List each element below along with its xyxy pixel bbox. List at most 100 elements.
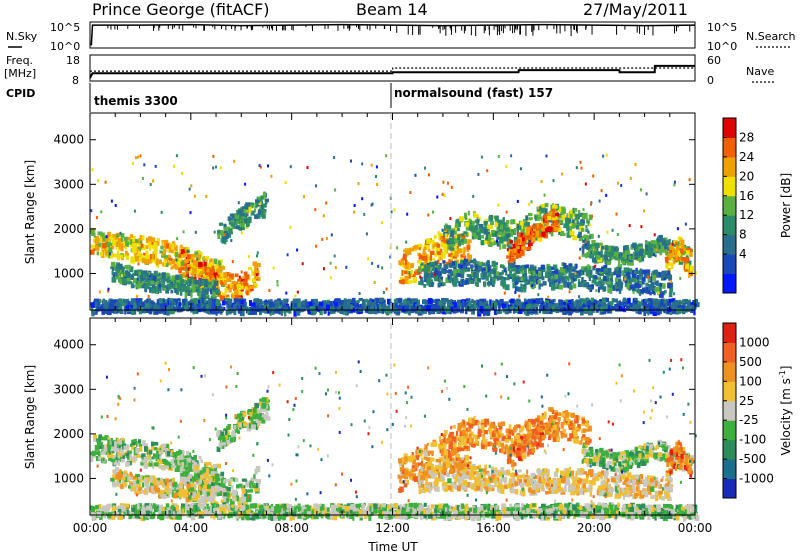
scatter-cell: [603, 265, 607, 269]
scatter-cell: [118, 298, 122, 303]
scatter-cell: [637, 284, 641, 288]
scatter-cell: [606, 252, 611, 256]
scatter-cell: [432, 211, 434, 214]
scatter-cell: [578, 232, 582, 238]
scatter-cell: [498, 155, 500, 158]
scatter-cell: [191, 254, 196, 258]
scatter-cell: [105, 181, 107, 184]
scatter-cell: [244, 272, 246, 276]
scatter-cell: [481, 240, 485, 245]
scatter-cell: [544, 194, 546, 197]
scatter-cell: [363, 213, 365, 216]
scatter-cell: [631, 256, 633, 259]
scatter-cell: [229, 229, 233, 233]
scatter-cell: [508, 266, 511, 271]
scatter-cell: [640, 249, 644, 253]
scatter-cell: [510, 240, 513, 243]
scatter-cell: [449, 248, 454, 251]
scatter-cell: [97, 302, 100, 305]
scatter-cell: [475, 278, 477, 281]
scatter-cell: [115, 276, 117, 279]
scatter-cell: [491, 230, 496, 233]
scatter-cell: [461, 274, 465, 279]
scatter-cell: [594, 265, 596, 268]
scatter-cell: [254, 214, 258, 219]
scatter-cell: [585, 243, 587, 246]
scatter-cell: [362, 303, 366, 307]
scatter-cell: [238, 201, 240, 204]
scatter-cell: [334, 189, 336, 192]
scatter-cell: [137, 298, 142, 302]
scatter-cell: [553, 265, 557, 270]
scatter-cell: [616, 213, 618, 216]
nsky-left-tick-bottom: 10^0: [50, 40, 80, 53]
scatter-cell: [109, 252, 111, 255]
scatter-cell: [529, 268, 534, 271]
scatter-cell: [602, 299, 606, 304]
scatter-cell: [428, 279, 431, 282]
scatter-cell: [583, 208, 585, 211]
scatter-cell: [561, 276, 565, 281]
scatter-cell: [276, 280, 278, 283]
scatter-cell: [290, 165, 292, 168]
scatter-cell: [194, 195, 196, 198]
scatter-cell: [185, 292, 188, 298]
scatter-cell: [511, 258, 516, 261]
scatter-cell: [166, 263, 169, 267]
scatter-cell: [353, 211, 355, 214]
scatter-cell: [448, 300, 452, 305]
y-tick-label: 3000: [53, 177, 84, 191]
nsky-line: [91, 25, 695, 46]
scatter-cell: [470, 307, 474, 311]
scatter-cell: [675, 242, 677, 246]
scatter-cell: [151, 237, 155, 241]
scatter-cell: [685, 265, 689, 270]
scatter-cell: [503, 286, 505, 289]
scatter-cell: [563, 263, 566, 269]
scatter-cell: [610, 278, 613, 282]
scatter-cell: [424, 260, 426, 264]
scatter-cell: [430, 251, 435, 255]
scatter-cell: [605, 245, 608, 249]
scatter-cell: [331, 233, 333, 236]
scatter-cell: [440, 310, 443, 313]
scatter-cell: [108, 288, 110, 291]
scatter-cell: [504, 292, 506, 295]
scatter-cell: [254, 283, 256, 286]
scatter-cell: [497, 276, 500, 281]
scatter-cell: [517, 265, 519, 268]
scatter-cell: [258, 197, 261, 200]
scatter-cell: [371, 262, 373, 265]
scatter-cell: [138, 251, 141, 256]
scatter-cell: [528, 243, 533, 246]
scatter-cell: [521, 246, 526, 251]
scatter-cell: [438, 266, 440, 271]
scatter-cell: [138, 262, 140, 265]
scatter-cell: [242, 276, 244, 279]
scatter-cell: [686, 250, 690, 255]
scatter-cell: [662, 283, 666, 289]
scatter-cell: [639, 276, 642, 280]
scatter-cell: [184, 259, 189, 263]
scatter-cell: [569, 290, 571, 293]
scatter-cell: [191, 303, 194, 307]
scatter-cell: [240, 286, 244, 290]
scatter-cell: [234, 290, 238, 295]
scatter-cell: [667, 283, 671, 289]
scatter-cell: [367, 301, 372, 306]
scatter-cell: [578, 295, 580, 298]
scatter-cell: [120, 311, 124, 314]
scatter-cell: [570, 210, 573, 214]
scatter-cell: [573, 284, 576, 289]
scatter-cell: [152, 242, 154, 245]
scatter-cell: [449, 217, 451, 220]
scatter-cell: [487, 267, 490, 273]
scatter-cell: [144, 259, 149, 264]
scatter-cell: [296, 298, 300, 302]
scatter-cell: [157, 238, 160, 242]
scatter-cell: [640, 269, 642, 274]
scatter-cell: [361, 162, 363, 165]
scatter-cell: [155, 165, 157, 168]
scatter-cell: [601, 267, 604, 272]
scatter-cell: [376, 183, 378, 186]
